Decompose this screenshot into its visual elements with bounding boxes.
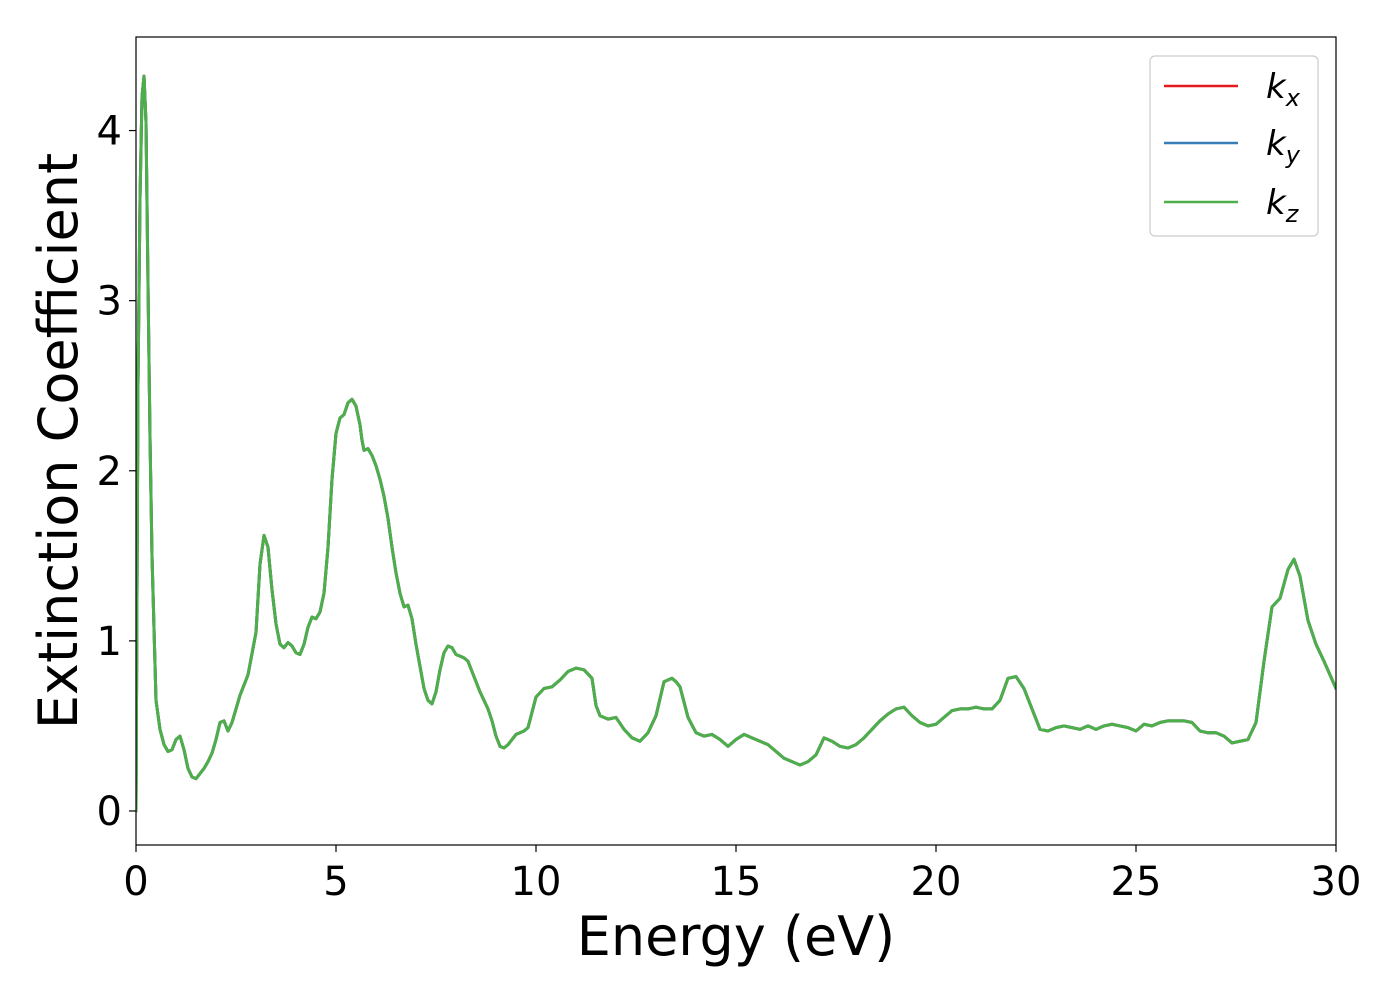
x-axis-label: Energy (eV) [577, 905, 896, 968]
x-tick-label: 30 [1311, 859, 1362, 905]
y-tick-label: 1 [97, 619, 122, 665]
legend-label-kx: kx [1266, 67, 1301, 112]
y-tick-label: 0 [97, 789, 122, 835]
y-axis: 0 1 2 3 4 [97, 109, 136, 835]
x-tick-label: 25 [1111, 859, 1162, 905]
y-tick-label: 2 [97, 449, 122, 495]
x-axis: 0 5 10 15 20 25 30 [123, 845, 1361, 905]
y-axis-label: Extinction Coefficient [27, 153, 90, 729]
x-tick-label: 10 [511, 859, 562, 905]
y-tick-label: 3 [97, 279, 122, 325]
series-line-kz [136, 74, 1336, 813]
x-tick-label: 0 [123, 859, 148, 905]
legend-entry-kx: kx [1164, 67, 1301, 112]
x-tick-label: 15 [711, 859, 762, 905]
legend: kx ky kz [1149, 55, 1319, 237]
x-tick-label: 20 [911, 859, 962, 905]
legend-label-ky: ky [1266, 124, 1301, 169]
legend-entry-kz: kz [1164, 183, 1300, 228]
y-tick-label: 4 [97, 109, 122, 155]
legend-box [1149, 55, 1319, 237]
legend-entry-ky: ky [1164, 124, 1301, 169]
legend-label-kz: kz [1266, 183, 1300, 228]
x-tick-label: 5 [323, 859, 348, 905]
series-layer [136, 74, 1336, 813]
